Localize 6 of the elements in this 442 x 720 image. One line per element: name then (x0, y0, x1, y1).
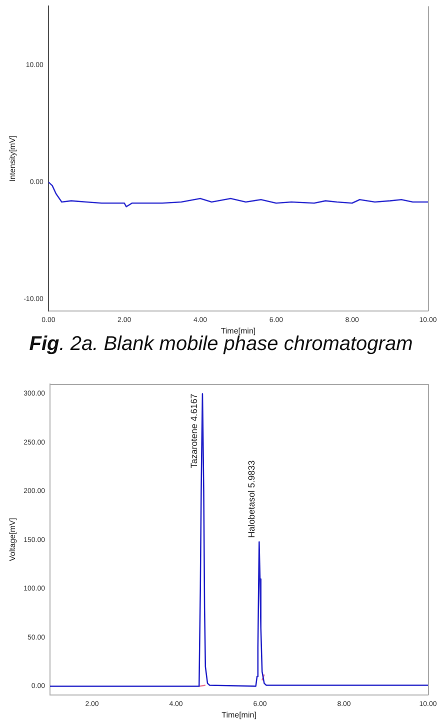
y-axis-title: Intensity[mV] (8, 135, 18, 182)
annotation: Halobetasol 5.9833 (246, 460, 256, 538)
y-axis-title: Voltage[mV] (8, 518, 18, 562)
annotation: Tazarotene 4.6167 (188, 394, 199, 468)
x-axis-title: Time[min] (222, 710, 256, 720)
x-axis-title: Time[min] (220, 326, 256, 336)
